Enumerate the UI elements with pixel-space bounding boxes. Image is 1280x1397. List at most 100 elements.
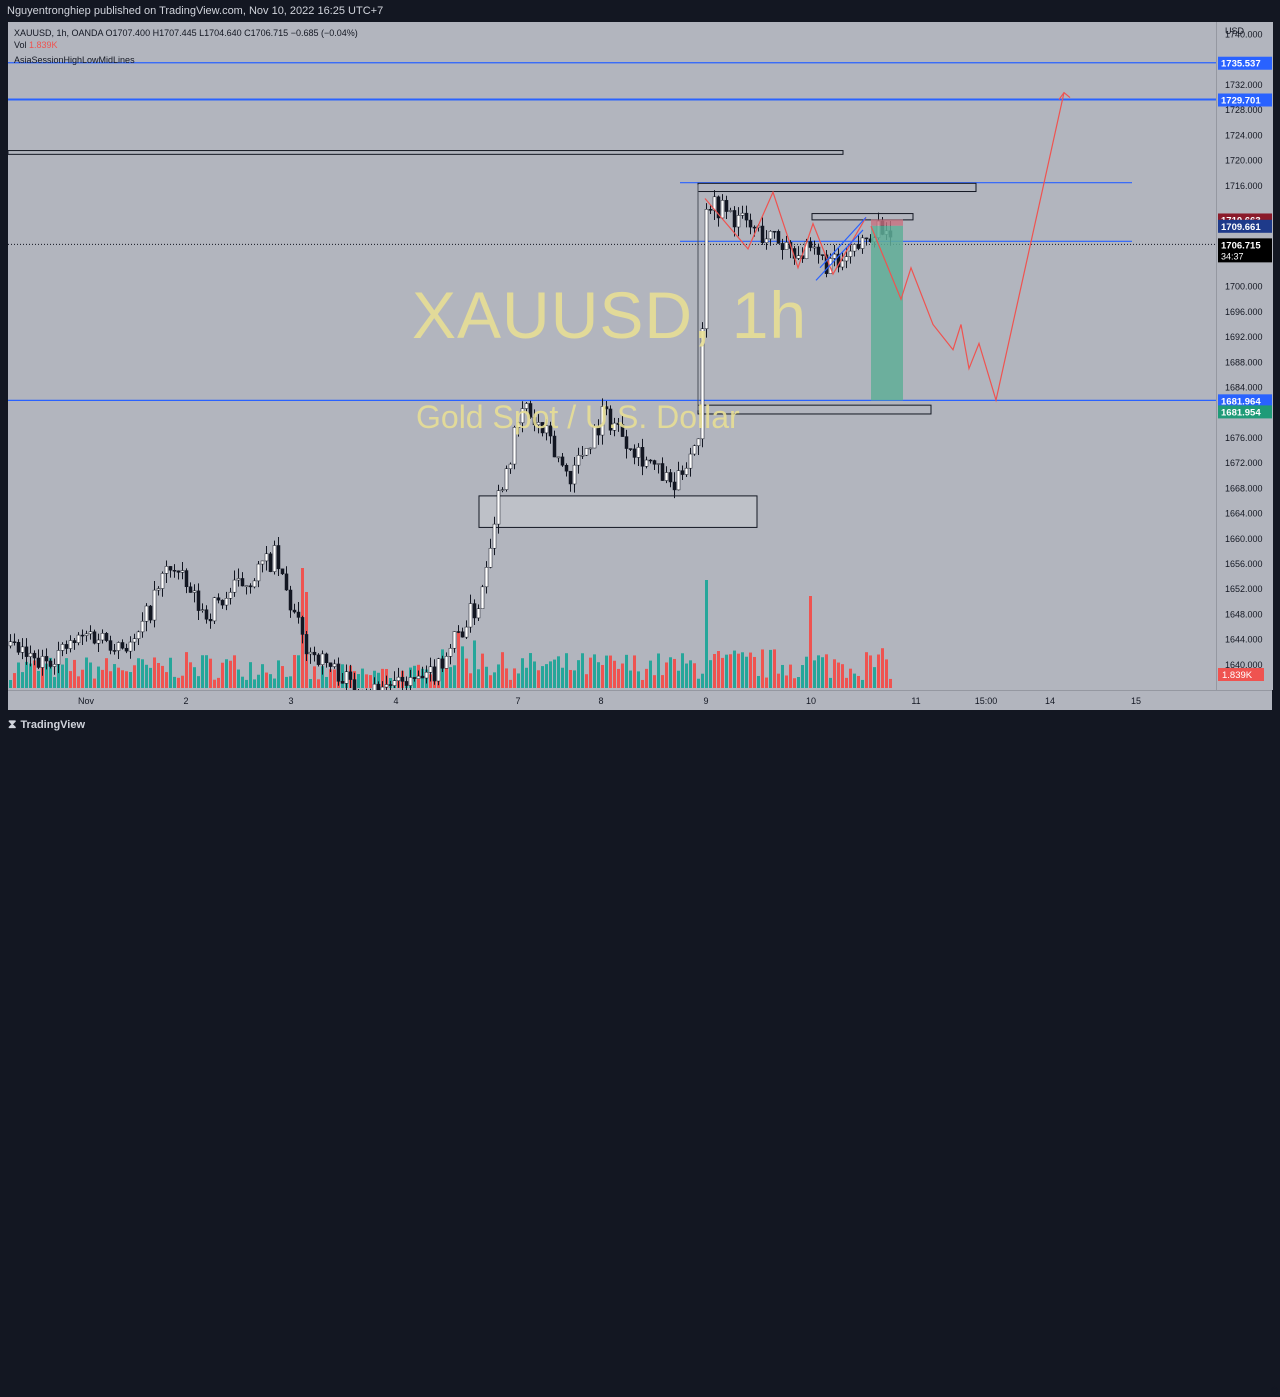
candle-body xyxy=(236,578,241,581)
candle-body xyxy=(156,588,161,591)
candle-body xyxy=(68,640,73,649)
volume-bar xyxy=(605,655,608,688)
tradingview-logo[interactable]: ⧗ TradingView xyxy=(8,717,85,732)
candle-body xyxy=(372,683,377,690)
volume-bar xyxy=(237,669,240,688)
volume-bar xyxy=(249,662,252,688)
time-tick-label: 15:00 xyxy=(975,696,998,706)
symbol-legend[interactable]: XAUUSD, 1h, OANDA O1707.400 H1707.445 L1… xyxy=(14,28,358,38)
volume-bar xyxy=(781,664,784,688)
volume-bar xyxy=(377,672,380,688)
candle-body xyxy=(692,445,697,455)
candle-body xyxy=(620,424,625,437)
candle-body xyxy=(496,490,501,525)
volume-bar xyxy=(729,654,732,688)
volume-bar xyxy=(661,675,664,688)
volume-bar xyxy=(213,679,216,688)
volume-bar xyxy=(29,663,32,688)
take-profit-zone xyxy=(871,225,903,401)
candle-body xyxy=(276,545,281,570)
candle-body xyxy=(8,641,13,647)
volume-bar xyxy=(153,657,156,688)
candle-body xyxy=(740,212,745,216)
volume-bar xyxy=(169,657,172,688)
volume-bar xyxy=(593,654,596,688)
volume-bar xyxy=(597,662,600,688)
volume-bar xyxy=(281,666,284,688)
price-tick-label: 1684.000 xyxy=(1225,383,1263,393)
zone-rectangle xyxy=(811,213,914,221)
candle-body xyxy=(216,597,221,601)
publish-header: Nguyentronghiep published on TradingView… xyxy=(0,0,1280,22)
candle-body xyxy=(592,426,597,449)
volume-bar xyxy=(753,656,756,688)
candle-body xyxy=(20,646,25,653)
volume-bar xyxy=(705,580,708,688)
volume-bar xyxy=(801,665,804,688)
channel-line xyxy=(815,229,864,281)
volume-bar xyxy=(821,657,824,688)
volume-bar xyxy=(617,668,620,688)
settings-icon[interactable]: ⚙ xyxy=(1270,1386,1279,1397)
countdown-label: 34:37 xyxy=(1221,251,1244,261)
candle-body xyxy=(724,200,729,212)
volume-bar xyxy=(125,671,128,688)
candle-body xyxy=(108,640,113,651)
volume-bar xyxy=(257,674,260,688)
volume-bar xyxy=(277,660,280,688)
price-scale[interactable]: USD 1740.000 1732.000 1728.000 1724.000 1720.… xyxy=(1216,22,1273,690)
volume-bar xyxy=(553,659,556,688)
candle-body xyxy=(744,212,749,221)
candle-body xyxy=(832,253,837,259)
volume-bar xyxy=(197,676,200,688)
price-tick-label: 1716.000 xyxy=(1225,181,1263,191)
zone-rectangle xyxy=(697,182,977,193)
candle-body xyxy=(432,666,437,682)
volume-bar xyxy=(73,659,76,688)
volume-bar xyxy=(497,664,500,688)
candle-body xyxy=(452,631,457,649)
volume-bar xyxy=(413,665,416,688)
candle-body xyxy=(256,563,261,582)
candle-body xyxy=(72,640,77,643)
volume-bar xyxy=(201,655,204,688)
price-tick-label: 1676.000 xyxy=(1225,433,1263,443)
volume-bar xyxy=(53,677,56,688)
volume-bar xyxy=(649,660,652,688)
volume-bar xyxy=(269,674,272,688)
volume-legend[interactable]: Vol 1.839K xyxy=(14,40,58,50)
volume-bar xyxy=(561,667,564,688)
volume-bar xyxy=(161,665,164,688)
price-tick-label: 1740.000 xyxy=(1225,30,1263,40)
candle-body xyxy=(324,653,329,664)
price-tick-label: 1720.000 xyxy=(1225,156,1263,166)
chart-pane[interactable]: XAUUSD, 1h Gold Spot / U.S. Dollar XAUUS… xyxy=(8,22,1216,690)
indicator-legend[interactable]: AsiaSessionHighLowMidLines xyxy=(14,55,135,65)
volume-bar xyxy=(101,669,104,688)
candle-body xyxy=(176,570,181,573)
volume-bar xyxy=(13,673,16,688)
candle-body xyxy=(864,237,869,240)
volume-bar xyxy=(297,655,300,688)
price-label-text: 1681.964 xyxy=(1221,396,1261,407)
time-axis[interactable]: Nov 2 3 4 7 8 9 10 11 15:00 14 15 ⚙ xyxy=(8,690,1279,1397)
candle-body xyxy=(92,631,97,644)
candle-body xyxy=(416,675,421,679)
volume-legend-label: Vol xyxy=(14,40,27,50)
price-chart[interactable] xyxy=(8,22,1216,690)
candle-body xyxy=(556,456,561,459)
candle-body xyxy=(768,230,773,240)
candle-body xyxy=(460,631,465,638)
volume-bar xyxy=(105,658,108,688)
candle-body xyxy=(672,481,677,491)
candle-body xyxy=(336,663,341,682)
candle-body xyxy=(596,426,601,436)
volume-bar xyxy=(145,664,148,688)
candle-body xyxy=(660,463,665,481)
volume-bar xyxy=(37,671,40,688)
volume-bar xyxy=(761,649,764,688)
volume-bar xyxy=(457,632,460,688)
candle-body xyxy=(552,435,557,458)
price-tick-label: 1640.000 xyxy=(1225,660,1263,670)
candle-body xyxy=(316,654,321,665)
